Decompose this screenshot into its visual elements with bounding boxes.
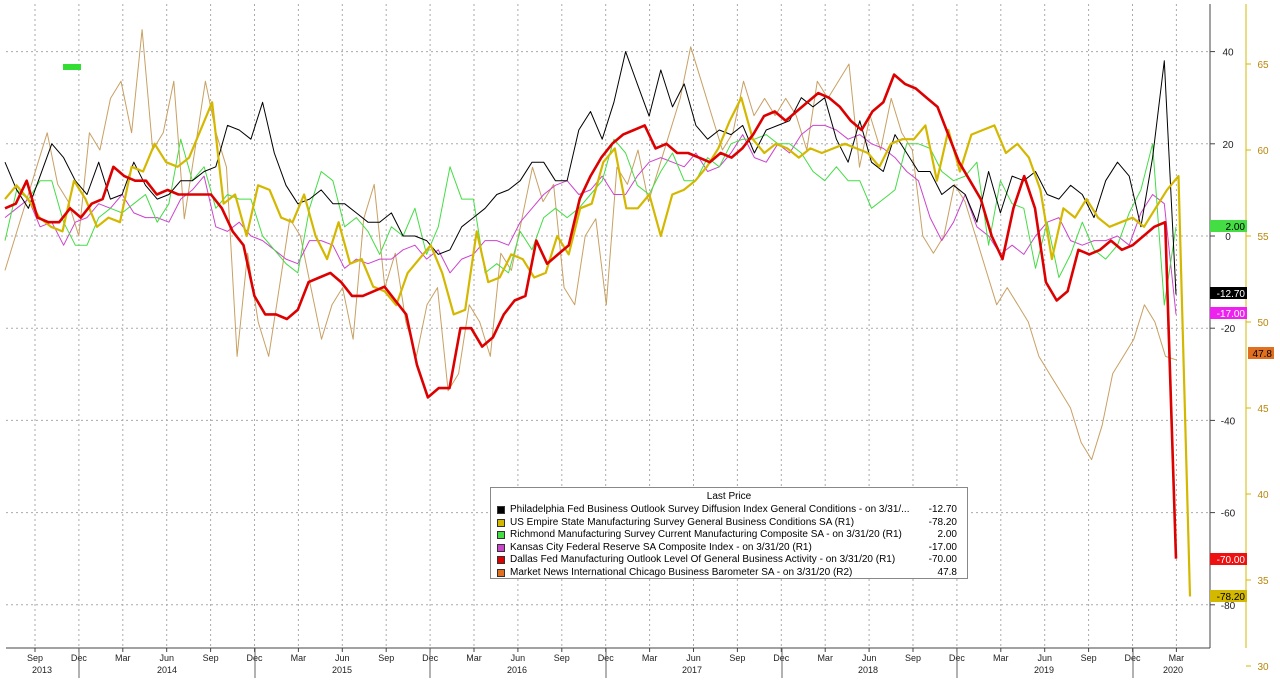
x-axis-year-label: 2018 bbox=[858, 665, 878, 675]
x-axis-year-label: 2013 bbox=[32, 665, 52, 675]
right-axis-tick-label: 65 bbox=[1257, 60, 1269, 71]
series-line-empire bbox=[4, 96, 1192, 597]
series-line-philly bbox=[4, 51, 1177, 295]
right-axis-tick-label: 60 bbox=[1257, 146, 1269, 157]
left-axis-tick-label: -40 bbox=[1221, 416, 1236, 427]
misc-marks bbox=[63, 64, 81, 70]
legend-swatch-empire bbox=[497, 518, 505, 527]
last-value-tag-empire bbox=[1210, 590, 1247, 602]
x-axis-month-label: Mar bbox=[291, 653, 307, 663]
right-axis-tick-label: 45 bbox=[1257, 404, 1269, 415]
left-axis-tick-label: 40 bbox=[1222, 48, 1234, 59]
legend-label-kc: Kansas City Federal Reserve SA Composite… bbox=[510, 541, 812, 553]
left-axis-tick-label: -60 bbox=[1221, 509, 1236, 520]
x-axis-month-label: Mar bbox=[1169, 653, 1185, 663]
x-axis-month-label: Sep bbox=[554, 653, 570, 663]
last-value-tag-text-philly: -12.70 bbox=[1217, 289, 1246, 300]
legend-value-empire: -78.20 bbox=[928, 516, 957, 528]
last-value-tag-mni bbox=[1248, 347, 1274, 359]
legend-label-richmond: Richmond Manufacturing Survey Current Ma… bbox=[510, 529, 902, 540]
last-value-tag-text-kc: -17.00 bbox=[1217, 309, 1246, 320]
legend-value-dallas: -70.00 bbox=[928, 554, 957, 565]
left-axis-tick-label: 20 bbox=[1222, 140, 1234, 151]
legend-item-dallas: Dallas Fed Manufacturing Outlook Level O… bbox=[497, 554, 961, 567]
x-axis-year-label: 2014 bbox=[157, 665, 177, 675]
x-axis-month-label: Sep bbox=[905, 653, 921, 663]
legend-label-empire: US Empire State Manufacturing Survey Gen… bbox=[510, 516, 855, 528]
last-value-tag-text-mni: 47.8 bbox=[1253, 349, 1273, 360]
left-axis-tick-label: 0 bbox=[1225, 232, 1231, 243]
axes: 40200-20-40-60-80706560555045403530SepDe… bbox=[6, 4, 1269, 678]
last-value-tags: 2.00 -12.70 -17.00 47.8 -70.00 -78.20 bbox=[1210, 220, 1274, 603]
series-layer bbox=[4, 29, 1192, 597]
x-axis-year-label: 2015 bbox=[332, 665, 352, 675]
x-axis-month-label: Jun bbox=[511, 653, 526, 663]
left-axis-tick-label: -20 bbox=[1221, 324, 1236, 335]
legend-value-kc: -17.00 bbox=[928, 541, 957, 553]
legend-label-philly: Philadelphia Fed Business Outlook Survey… bbox=[510, 504, 910, 515]
last-value-tag-philly bbox=[1210, 287, 1247, 299]
legend-title: Last Price bbox=[706, 491, 752, 502]
x-axis-month-label: Mar bbox=[466, 653, 482, 663]
legend-item-richmond: Richmond Manufacturing Survey Current Ma… bbox=[497, 529, 961, 542]
legend-swatch-kc bbox=[497, 543, 505, 552]
left-axis-tick-label: -80 bbox=[1221, 601, 1236, 612]
series-line-kc bbox=[4, 124, 1177, 315]
series-line-mni bbox=[4, 29, 1177, 461]
legend-swatch-dallas bbox=[497, 556, 505, 564]
last-value-tag-text-empire: -78.20 bbox=[1217, 592, 1246, 603]
x-axis-month-label: Sep bbox=[729, 653, 745, 663]
right-axis-tick-label: 30 bbox=[1257, 662, 1269, 673]
green-marker bbox=[63, 64, 81, 70]
legend-label-mni: Market News International Chicago Busine… bbox=[510, 566, 853, 578]
x-axis-month-label: Jun bbox=[1037, 653, 1052, 663]
legend-item-philly: Philadelphia Fed Business Outlook Survey… bbox=[497, 504, 961, 517]
last-value-tag-richmond bbox=[1210, 220, 1247, 232]
x-axis-year-label: 2020 bbox=[1163, 665, 1183, 675]
legend-value-richmond: 2.00 bbox=[937, 529, 957, 540]
x-axis-month-label: Jun bbox=[159, 653, 174, 663]
x-axis-year-label: 2016 bbox=[507, 665, 527, 675]
x-axis-month-label: Jun bbox=[686, 653, 701, 663]
last-value-tag-text-dallas: -70.00 bbox=[1217, 555, 1246, 566]
legend-value-philly: -12.70 bbox=[928, 504, 957, 515]
legend: Last Price Philadelphia Fed Business Out… bbox=[490, 487, 968, 579]
legend-swatch-philly bbox=[497, 506, 505, 514]
legend-item-empire: US Empire State Manufacturing Survey Gen… bbox=[497, 517, 961, 530]
x-axis-year-label: 2017 bbox=[682, 665, 702, 675]
last-value-tag-kc bbox=[1210, 307, 1247, 319]
x-axis-month-label: Sep bbox=[378, 653, 394, 663]
x-axis-month-label: Jun bbox=[335, 653, 350, 663]
legend-swatch-richmond bbox=[497, 531, 505, 539]
legend-item-kc: Kansas City Federal Reserve SA Composite… bbox=[497, 542, 961, 555]
x-axis-month-label: Mar bbox=[115, 653, 131, 663]
right-axis-tick-label: 35 bbox=[1257, 576, 1269, 587]
legend-value-mni: 47.8 bbox=[937, 566, 957, 578]
series-line-dallas bbox=[4, 73, 1178, 559]
right-axis-tick-label: 40 bbox=[1257, 490, 1269, 501]
legend-swatch-mni bbox=[497, 568, 505, 577]
right-axis-tick-label: 50 bbox=[1257, 318, 1269, 329]
x-axis-month-label: Sep bbox=[27, 653, 43, 663]
x-axis-month-label: Mar bbox=[642, 653, 658, 663]
x-axis-month-label: Mar bbox=[817, 653, 833, 663]
legend-item-mni: Market News International Chicago Busine… bbox=[497, 567, 961, 580]
series-line-richmond bbox=[4, 134, 1177, 306]
x-axis-month-label: Mar bbox=[993, 653, 1009, 663]
x-axis-month-label: Jun bbox=[862, 653, 877, 663]
x-axis-year-label: 2019 bbox=[1034, 665, 1054, 675]
right-axis-tick-label: 55 bbox=[1257, 232, 1269, 243]
x-axis-month-label: Sep bbox=[203, 653, 219, 663]
legend-label-dallas: Dallas Fed Manufacturing Outlook Level O… bbox=[510, 554, 896, 565]
x-axis-month-label: Sep bbox=[1081, 653, 1097, 663]
last-value-tag-dallas bbox=[1210, 553, 1247, 565]
last-value-tag-text-richmond: 2.00 bbox=[1226, 222, 1246, 233]
